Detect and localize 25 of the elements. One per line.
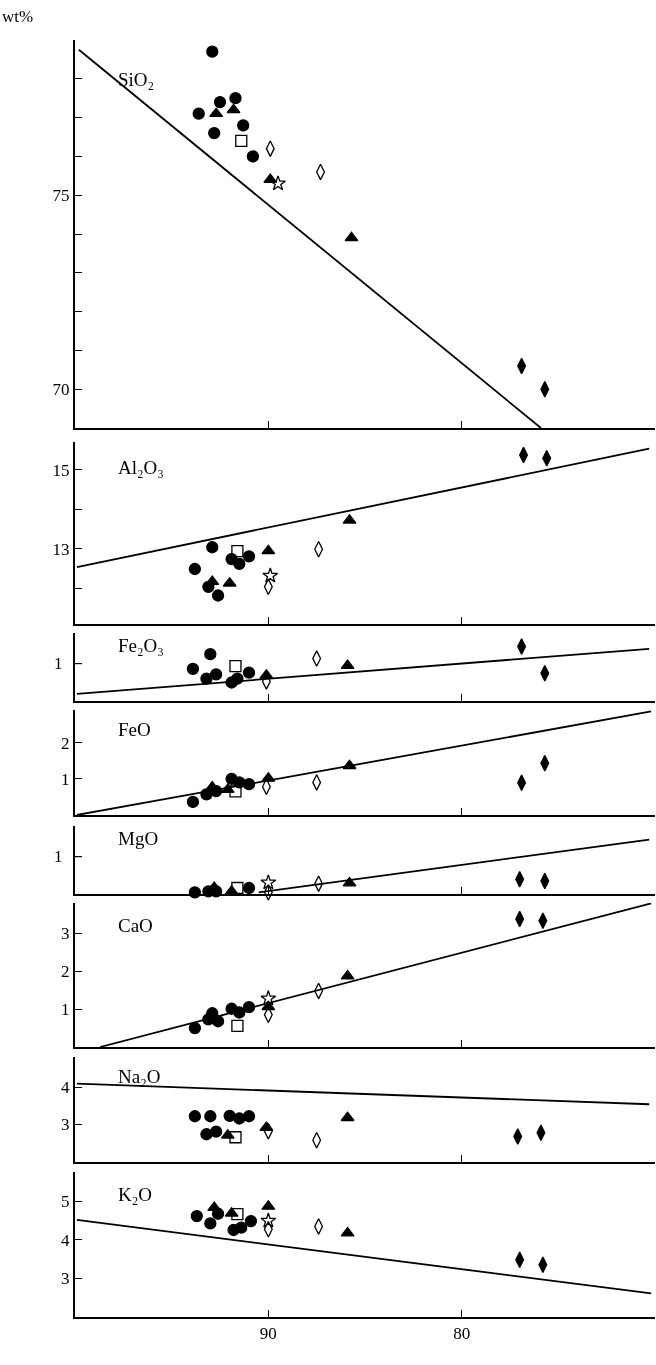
y-tick-label: 1 bbox=[61, 1000, 70, 1020]
y-axis-title: wt% bbox=[2, 7, 34, 26]
y-tick-label: 1 bbox=[61, 769, 70, 789]
text: SiO₂ bbox=[118, 69, 155, 90]
chart-title: MgO bbox=[118, 828, 159, 849]
y-tick-label: 5 bbox=[61, 1191, 70, 1211]
text: CaO bbox=[118, 915, 153, 936]
text: Na₂O bbox=[118, 1066, 161, 1087]
x-tick-label: 80 bbox=[453, 1324, 471, 1344]
y-tick-label: 13 bbox=[52, 539, 70, 559]
y-tick-label: 4 bbox=[61, 1230, 71, 1250]
text: Al₂O₃ bbox=[118, 457, 164, 478]
y-tick-label: 4 bbox=[61, 1077, 71, 1097]
text: FeO bbox=[118, 719, 151, 740]
x-tick-label: 90 bbox=[259, 1324, 277, 1344]
y-tick-label: 2 bbox=[61, 733, 70, 753]
y-tick-label: 3 bbox=[61, 1269, 70, 1289]
y-tick-label: 75 bbox=[52, 186, 70, 206]
y-tick-label: 70 bbox=[52, 380, 70, 400]
y-tick-label: 15 bbox=[52, 460, 70, 480]
text: K₂O bbox=[118, 1184, 153, 1205]
y-tick-label: 3 bbox=[61, 924, 70, 944]
chart-title: Fe₂O₃ bbox=[118, 635, 164, 656]
y-tick-label: 2 bbox=[61, 962, 70, 982]
y-tick-label: 3 bbox=[61, 1115, 70, 1135]
